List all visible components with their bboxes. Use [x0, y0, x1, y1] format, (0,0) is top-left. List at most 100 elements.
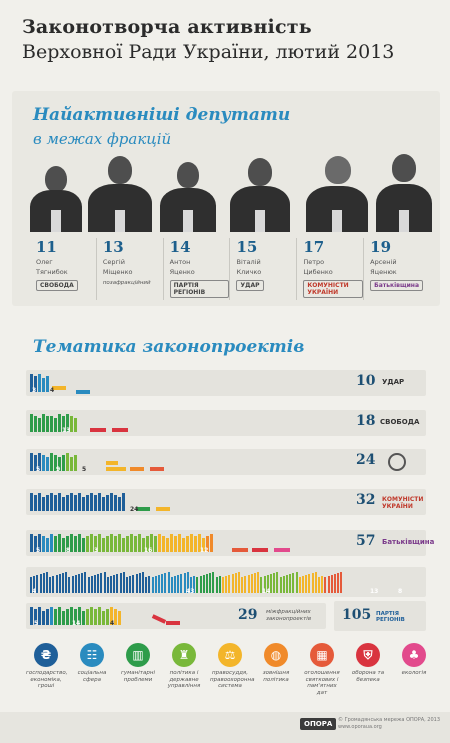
long-bar-column [247, 575, 250, 593]
long-bar-column [324, 577, 327, 593]
party-logo: КОМУНІСТИ УКРАЇНИ [382, 496, 424, 510]
long-bar-column [97, 574, 100, 593]
long-bar-column [196, 577, 199, 593]
deputy-count: 19 [370, 238, 392, 256]
deputies-heading: Найактивніші депутати [33, 105, 291, 125]
legend-item: ▦ оголошення святкових і пам'ятних дат [302, 643, 342, 703]
long-bar-column [158, 575, 160, 593]
deputy-count: 13 [102, 238, 124, 256]
topic-row: 13 18 СВОБОДА [26, 410, 426, 436]
long-bar-column [33, 576, 36, 593]
party-logo: КОМУНІСТИ УКРАЇНИ [303, 280, 364, 298]
deputy-count: 15 [236, 238, 258, 256]
calendar-icon: ▦ [310, 643, 334, 667]
deputy-card: 17 Петро Цибенко КОМУНІСТИ УКРАЇНИ [296, 238, 364, 300]
long-bar-column [260, 577, 263, 593]
long-bar-column [87, 577, 90, 593]
title-line-2: Верховної Ради України, лютий 2013 [22, 41, 395, 63]
long-bar-column [55, 575, 58, 593]
long-bar-column [119, 573, 122, 593]
party-logo-circle [388, 453, 406, 471]
long-bar-column [164, 573, 167, 593]
long-bar-column [263, 576, 266, 593]
long-bar-column [68, 577, 71, 593]
long-bar-column [145, 577, 148, 593]
deputies-panel [12, 91, 440, 306]
deputy-count: 14 [169, 238, 191, 256]
legend-item: ▥ гуманітарні проблеми [118, 643, 158, 703]
long-bar-column [202, 575, 205, 593]
long-bar-column [254, 573, 256, 593]
long-bar-column [132, 575, 135, 593]
deputy-first-name: Олег [36, 258, 53, 266]
opora-logo: ОПОРА [300, 718, 337, 730]
long-bar-column [148, 576, 151, 593]
long-bar-column [142, 572, 144, 593]
long-bar-column [238, 572, 240, 593]
long-bar-column [190, 577, 192, 593]
legend-item: ⚖ правосуддя, правоохоронна система [210, 643, 254, 703]
topic-row: 24 32 КОМУНІСТИ УКРАЇНИ [26, 489, 426, 515]
party-logo: Батьківщина [382, 538, 435, 546]
deputy-card: 11 Олег Тягнибок СВОБОДА [30, 238, 96, 300]
long-bar-column [177, 575, 180, 593]
deputy-last-name: Міщенко [102, 268, 133, 276]
long-bar-column [212, 572, 215, 593]
topics-heading: Тематика законопроектів [33, 337, 305, 357]
globe-icon: ◍ [264, 643, 288, 667]
deputy-last-name: Цибенко [303, 268, 333, 276]
podium-icon: ♜ [172, 643, 196, 667]
footer [0, 712, 450, 743]
deputy-photo [306, 152, 368, 232]
long-bar-column [135, 574, 138, 593]
long-bar-column [199, 576, 202, 593]
party-logo: УДАР [382, 378, 405, 386]
long-bar-column [62, 573, 64, 593]
long-bar-column [257, 572, 260, 593]
long-bar-column [129, 576, 132, 593]
long-bar-column [58, 574, 61, 593]
long-bar-column [46, 572, 48, 593]
legend-item: ♣ екологія [394, 643, 434, 703]
long-bar-column [36, 575, 39, 593]
topic-row: 4 43 14 13 8 [26, 567, 426, 597]
deputy-card: 19 Арсеній Яценюк Батьківщина [363, 238, 430, 300]
deputy-count: 11 [36, 238, 57, 256]
long-bar-column [78, 574, 80, 593]
long-bar-column [94, 575, 96, 593]
hryvnia-icon: ₴ [34, 643, 58, 667]
legend-item: ⛨ оборона та безпека [348, 643, 388, 703]
long-bar-column [321, 576, 324, 593]
long-bar-column [305, 575, 308, 593]
deputy-count: 17 [303, 238, 325, 256]
long-bar-column [340, 572, 343, 593]
long-bar-column [330, 575, 333, 593]
long-bar-column [298, 577, 301, 593]
deputy-card: 13 Сергій Міщенко позафракційний [95, 238, 163, 300]
topic-row: 5 8 3 16 12 57 Батьківщина [26, 530, 434, 556]
long-bar-column [154, 576, 157, 593]
deputy-first-name: Віталій [236, 258, 261, 266]
title-line-1: Законотворча активність [22, 16, 312, 38]
gavel-icon: ⚖ [218, 643, 242, 667]
long-bar-column [113, 575, 116, 593]
long-bar-column [186, 572, 189, 593]
long-bar-column [170, 577, 173, 593]
interfaction-total: 29 [238, 607, 258, 623]
topic-row: 5 14 4 29 міжфракційних законопроектів 1… [26, 601, 426, 631]
long-bar-column [273, 573, 276, 593]
deputy-card: 14 Антон Яценко ПАРТІЯ РЕГІОНІВ [162, 238, 230, 300]
long-bar-column [295, 572, 298, 593]
deputy-last-name: Яценюк [370, 268, 397, 276]
long-bar-column [30, 577, 32, 593]
long-bar-column [234, 573, 237, 593]
long-bar-column [49, 577, 52, 593]
building-icon: ▥ [126, 643, 150, 667]
long-bar-column [279, 577, 282, 593]
long-bar-column [302, 576, 304, 593]
row-total: 10 [356, 373, 376, 389]
factory-icon: ♣ [402, 643, 426, 667]
party-logo: Батьківщина [370, 280, 423, 291]
long-bar-column [174, 576, 176, 593]
long-bar-column [209, 573, 212, 593]
